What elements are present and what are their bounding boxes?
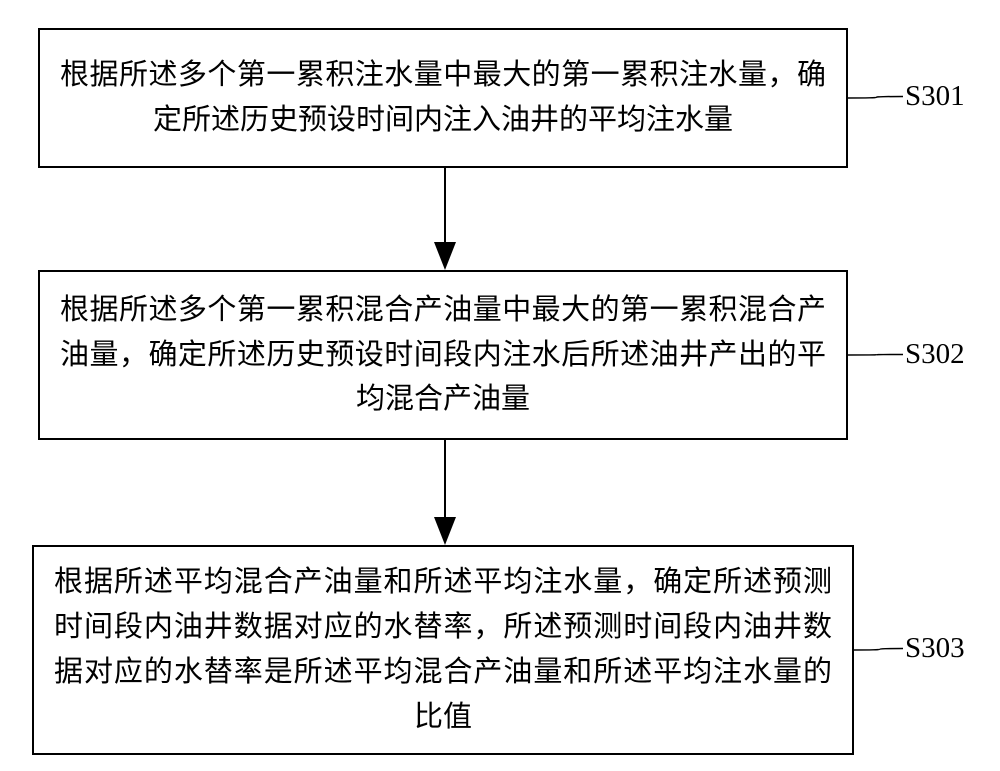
flow-arrow bbox=[0, 0, 1000, 771]
flowchart-canvas: 根据所述多个第一累积注水量中最大的第一累积注水量，确定所述历史预设时间内注入油井… bbox=[0, 0, 1000, 771]
